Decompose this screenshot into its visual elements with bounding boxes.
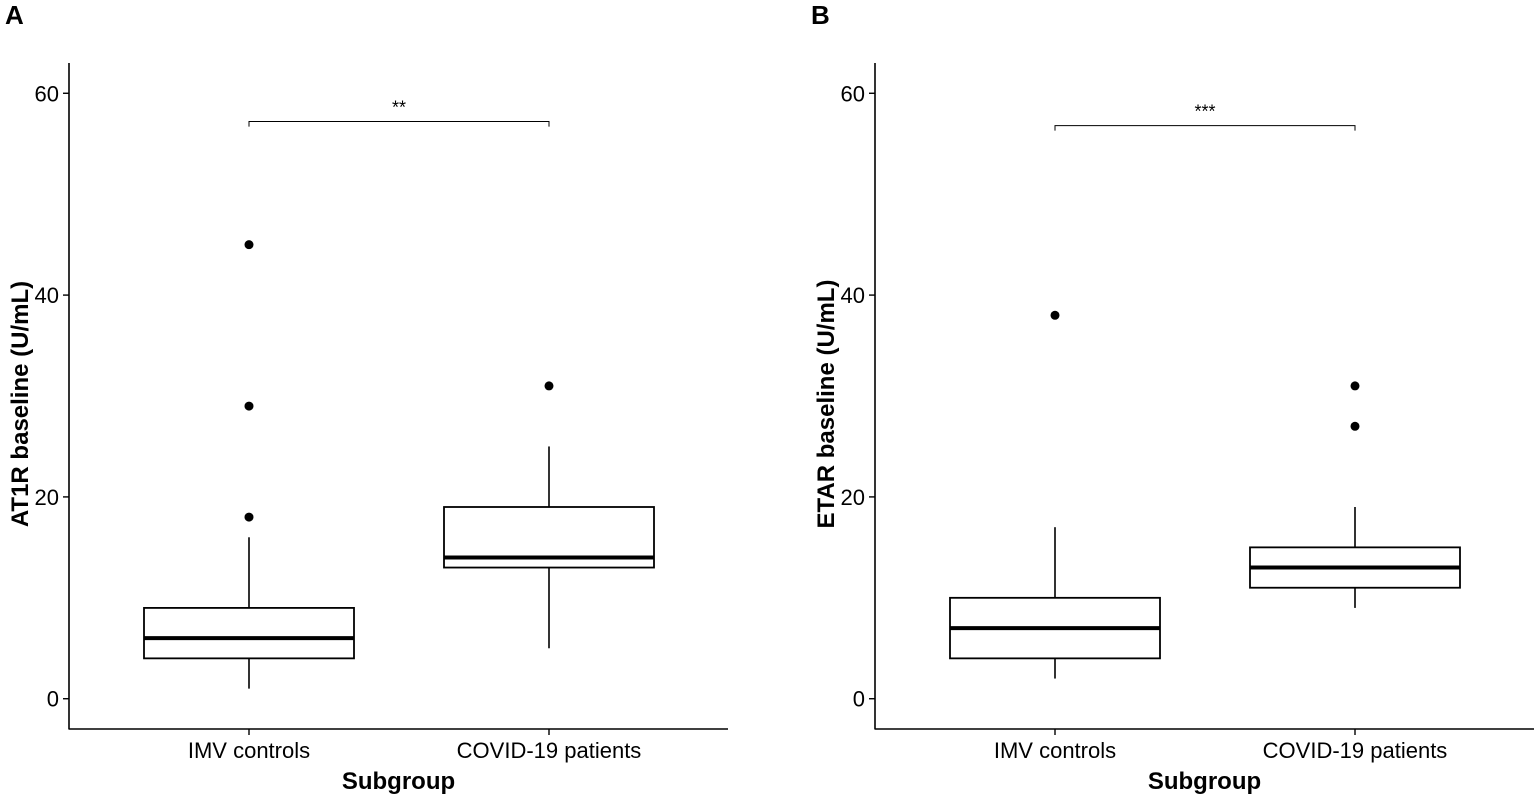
x-tick-label: COVID-19 patients [457,738,642,763]
y-tick-label: 0 [853,687,865,712]
x-axis-title: Subgroup [1148,768,1261,794]
significance-label: ** [392,98,406,118]
y-tick-label: 60 [841,81,865,106]
box-1 [949,310,1161,679]
outlier-point [1050,310,1060,320]
y-tick-label: 0 [47,687,59,712]
outlier-point [544,381,554,391]
x-tick-label: IMV controls [994,738,1116,763]
x-tick-label: COVID-19 patients [1263,738,1448,763]
y-tick-label: 60 [35,81,59,106]
significance-bracket [1054,125,1356,131]
significance-label: *** [1194,102,1215,122]
y-tick-label: 20 [841,485,865,510]
x-axis-title: Subgroup [342,768,455,794]
y-axis-title: ETAR baseline (U/mL) [813,280,840,529]
panel-letter: A [5,0,24,30]
y-tick-label: 40 [841,283,865,308]
y-axis-title: AT1R baseline (U/mL) [7,281,34,527]
box-2 [443,381,655,649]
box-1 [143,240,355,689]
x-tick-label: IMV controls [188,738,310,763]
outlier-point [1350,381,1360,391]
outlier-point [1350,421,1360,431]
panel-a: A 0 20 40 60 IMV controls COVID-19 patientsSub… [5,0,728,794]
iqr-box [143,607,355,660]
outlier-point [244,512,254,522]
significance-bracket [248,121,550,127]
panel-letter: B [811,0,830,30]
outlier-point [244,240,254,250]
box-2 [1249,381,1461,608]
y-tick-label: 40 [35,283,59,308]
panel-b: B 0 20 40 60 IMV controls COVID-19 patientsSub… [811,0,1534,794]
outlier-point [244,401,254,411]
y-tick-label: 20 [35,485,59,510]
